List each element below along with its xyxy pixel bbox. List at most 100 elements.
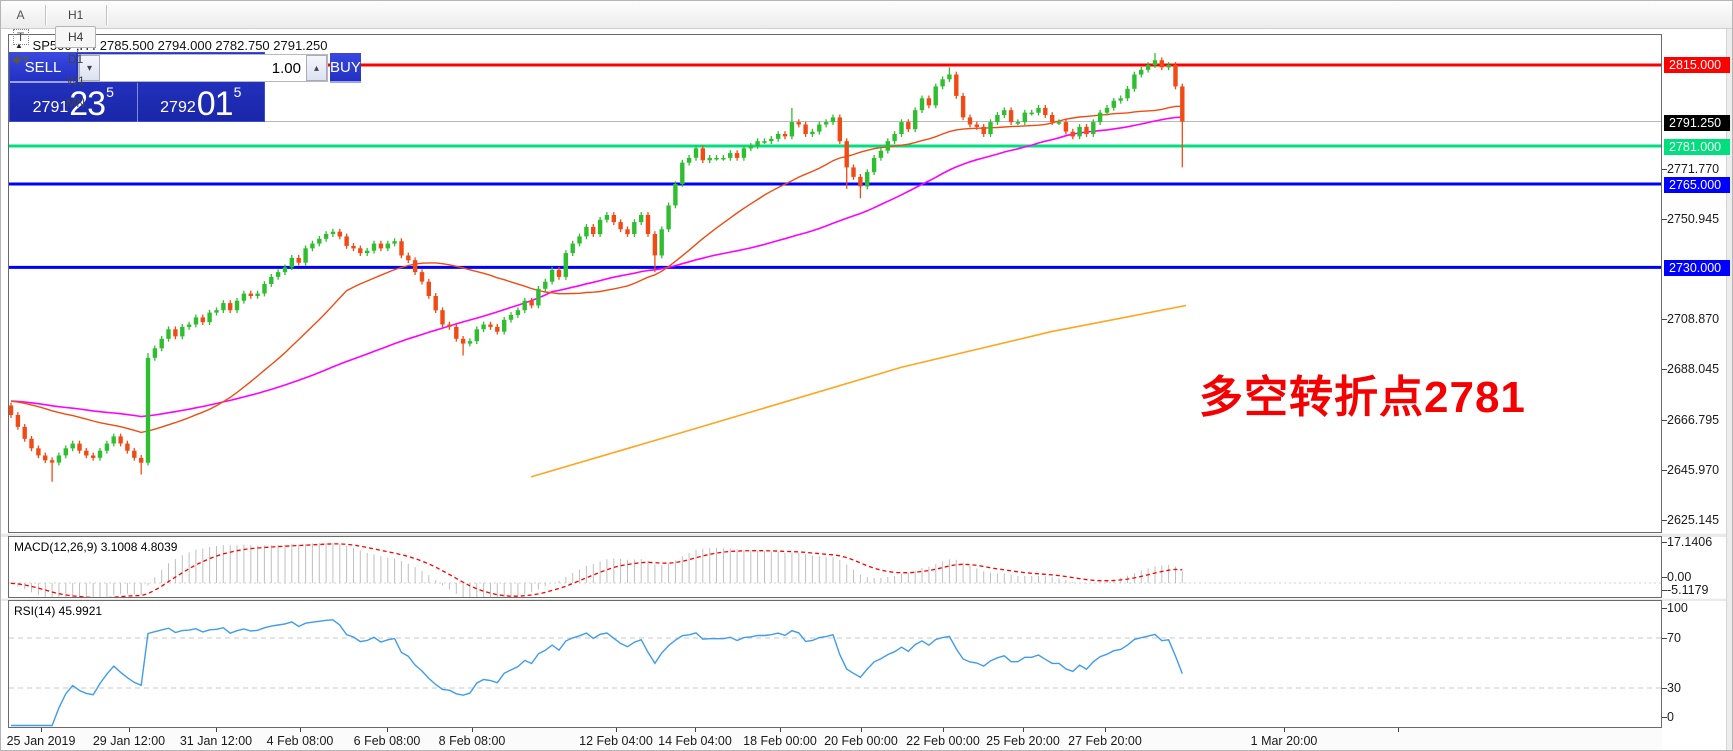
- time-axis-tick: [387, 728, 388, 732]
- bid-pips: 23: [69, 85, 106, 123]
- ask-pipette: 5: [233, 84, 242, 100]
- price-axis-label: 2625.145: [1667, 513, 1720, 527]
- volume-spinner: ▾ ▴: [78, 54, 328, 82]
- shapes-icon[interactable]: ◆▾: [12, 51, 30, 66]
- window-edge: [1726, 29, 1732, 750]
- bid-pipette: 5: [106, 84, 114, 100]
- time-axis-tick: [300, 728, 301, 732]
- price-axis-tick: [1662, 542, 1667, 543]
- price-axis-label: -5.1179: [1667, 583, 1709, 597]
- time-axis-tick: [1105, 728, 1106, 732]
- time-axis-label: 6 Feb 08:00: [353, 734, 421, 748]
- timeframe-H1[interactable]: H1: [68, 7, 84, 22]
- chart-text-annotation[interactable]: 多空转折点2781: [1199, 373, 1526, 422]
- rsi-pane[interactable]: [8, 600, 1662, 728]
- price-level-tag: 2815.000: [1664, 57, 1730, 73]
- price-axis-tick: [1662, 638, 1667, 639]
- price-level-tag: 2791.250: [1664, 115, 1730, 131]
- rsi-canvas[interactable]: [9, 601, 1661, 727]
- time-axis-label: 4 Feb 08:00: [266, 734, 334, 748]
- time-axis-tick: [129, 728, 130, 732]
- price-axis-tick: [1662, 219, 1667, 220]
- macd-pane[interactable]: [8, 536, 1662, 598]
- price-axis-label: 70: [1667, 631, 1681, 645]
- collapse-arrow-icon[interactable]: ▲: [15, 41, 23, 50]
- price-axis-label: 2771.770: [1667, 162, 1720, 176]
- price-axis-label: 2645.970: [1667, 463, 1720, 477]
- timeframe-MN[interactable]: MN: [66, 95, 85, 110]
- time-axis-tick: [695, 728, 696, 732]
- volume-input[interactable]: [100, 55, 306, 81]
- time-axis-label: 1 Mar 20:00: [1250, 734, 1318, 748]
- ask-pips: 01: [196, 85, 234, 123]
- arrows-icon[interactable]: A: [16, 7, 26, 22]
- timeframe-H4[interactable]: H4: [55, 25, 97, 48]
- time-axis-label: 29 Jan 12:00: [92, 734, 166, 748]
- ask-price[interactable]: 2792 01 5: [138, 83, 265, 123]
- price-level-tag: 2765.000: [1664, 177, 1730, 193]
- price-axis-label: 2708.870: [1667, 312, 1720, 326]
- price-level-tag: 2730.000: [1664, 260, 1730, 276]
- time-axis-label: 31 Jan 12:00: [179, 734, 253, 748]
- time-axis-tick: [943, 728, 944, 732]
- price-axis-label: 30: [1667, 681, 1681, 695]
- price-axis-tick: [1662, 169, 1667, 170]
- toolbar: //E≡FAT◆▾ M1M5M15M30H1H4D1W1MN: [1, 1, 1732, 110]
- timeframe-W1[interactable]: W1: [66, 73, 85, 88]
- price-axis-label: 0.00: [1667, 570, 1692, 584]
- time-axis-tick: [41, 728, 42, 732]
- toolbar-separator: [45, 4, 47, 25]
- rsi-label: RSI(14) 45.9921: [14, 604, 103, 618]
- time-axis-label: 20 Feb 00:00: [824, 734, 898, 748]
- price-axis-label: 100: [1667, 601, 1688, 615]
- time-axis-label: 25 Jan 2019: [6, 734, 76, 748]
- volume-up-button[interactable]: ▴: [306, 55, 327, 81]
- price-axis-tick: [1662, 577, 1667, 578]
- price-axis-tick: [1662, 420, 1667, 421]
- price-axis-tick: [1662, 319, 1667, 320]
- main-chart-canvas[interactable]: [9, 35, 1661, 532]
- timeframe-D1[interactable]: D1: [68, 51, 84, 66]
- price-axis-tick: [1662, 688, 1667, 689]
- text-icon[interactable]: T: [7, 26, 35, 48]
- volume-down-button[interactable]: ▾: [79, 55, 100, 81]
- price-axis-label: 2750.945: [1667, 212, 1720, 226]
- time-axis-tick: [780, 728, 781, 732]
- macd-canvas[interactable]: [9, 537, 1661, 597]
- time-axis-tick: [1023, 728, 1024, 732]
- time-axis-tick: [1284, 728, 1285, 732]
- time-axis-label: 22 Feb 00:00: [906, 734, 980, 748]
- time-axis-tick: [616, 728, 617, 732]
- price-axis-label: 0: [1667, 710, 1674, 724]
- time-axis-tick: [1398, 728, 1399, 732]
- price-axis-tick: [1662, 608, 1667, 609]
- pane-splitter[interactable]: [1, 598, 1732, 601]
- time-axis-label: 8 Feb 08:00: [438, 734, 506, 748]
- time-axis-label: 27 Feb 20:00: [1068, 734, 1142, 748]
- price-axis-label: 2688.045: [1667, 362, 1720, 376]
- time-axis-label: 25 Feb 20:00: [986, 734, 1060, 748]
- price-axis-tick: [1662, 470, 1667, 471]
- bid-big-figure: 2791: [32, 99, 69, 116]
- buy-button[interactable]: BUY: [330, 53, 361, 83]
- main-chart-pane[interactable]: [8, 34, 1662, 533]
- time-axis-label: 14 Feb 04:00: [658, 734, 732, 748]
- price-axis-tick: [1662, 520, 1667, 521]
- time-axis[interactable]: 25 Jan 2019 29 Jan 12:00 31 Jan 12:00 4 Feb…: [6, 728, 1662, 750]
- price-level-tag: 2781.000: [1664, 139, 1730, 155]
- time-axis-label: 12 Feb 04:00: [579, 734, 653, 748]
- time-axis-tick: [861, 728, 862, 732]
- price-axis-label: 17.1406: [1667, 535, 1713, 549]
- macd-label: MACD(12,26,9) 3.1008 4.8039: [14, 540, 178, 554]
- ask-big-figure: 2792: [160, 99, 196, 116]
- price-axis-tick: [1662, 717, 1667, 718]
- sell-button[interactable]: SELL: [10, 53, 76, 83]
- pane-splitter[interactable]: [1, 533, 1732, 537]
- price-axis-tick: [1662, 369, 1667, 370]
- one-click-trading-panel: SELL ▾ ▴ BUY 2791 23 5 2792 01 5: [9, 52, 361, 123]
- time-axis-tick: [472, 728, 473, 732]
- toolbar-separator: [106, 4, 109, 25]
- ohlc-values: 2785.500 2794.000 2782.750 2791.250: [99, 38, 328, 53]
- bid-price[interactable]: 2791 23 5: [10, 83, 138, 123]
